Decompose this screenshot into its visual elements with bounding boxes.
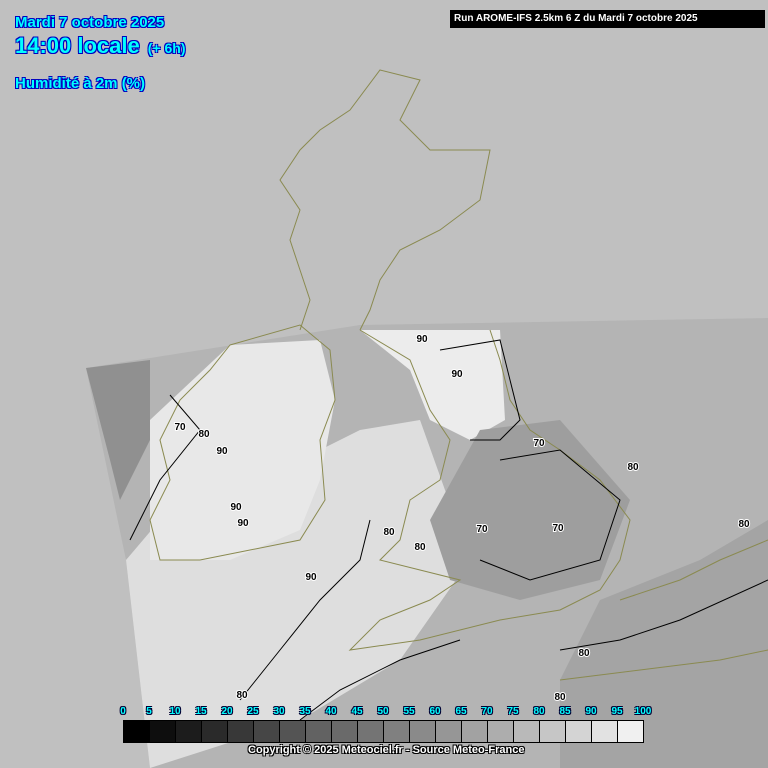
legend-swatch [202, 721, 228, 742]
contour-label: 90 [305, 572, 317, 583]
legend-swatch [410, 721, 436, 742]
legend-swatch [150, 721, 176, 742]
legend-swatch [384, 721, 410, 742]
ireland-humid-area [150, 340, 335, 560]
contour-label: 80 [198, 429, 210, 440]
contour-label: 80 [236, 690, 248, 701]
legend-swatch [592, 721, 618, 742]
legend-label: 90 [585, 706, 597, 717]
legend-label: 5 [146, 706, 152, 717]
legend-label: 55 [403, 706, 415, 717]
france-dry-area [560, 520, 768, 768]
legend-label: 50 [377, 706, 389, 717]
legend-label: 20 [221, 706, 233, 717]
scotland-humid-area [360, 330, 505, 440]
contour-label: 70 [174, 422, 186, 433]
legend-label: 15 [195, 706, 207, 717]
forecast-date: Mardi 7 octobre 2025 [15, 14, 165, 31]
parameter-title: Humidité à 2m (%) [15, 75, 146, 92]
legend-label: 30 [273, 706, 285, 717]
legend-swatch [566, 721, 592, 742]
legend-labels: 0 5 10 15 20 25 30 35 40 45 50 55 60 65 70 75 80 85 90 95 10… [110, 706, 670, 718]
contour-label: 90 [237, 518, 249, 529]
legend-swatch [488, 721, 514, 742]
legend-label: 75 [507, 706, 519, 717]
contour-label: 90 [416, 334, 428, 345]
legend-swatch [332, 721, 358, 742]
contour-label: 80 [627, 462, 639, 473]
contour-lines [129, 339, 768, 721]
legend-swatch [358, 721, 384, 742]
contour-label: 80 [738, 519, 750, 530]
contour-label: 90 [451, 369, 463, 380]
legend-label: 85 [559, 706, 571, 717]
contour-label: 80 [383, 527, 395, 538]
legend-swatch [618, 721, 643, 742]
legend-swatch [306, 721, 332, 742]
legend-swatch [228, 721, 254, 742]
legend-label: 100 [634, 706, 652, 717]
contour-label: 70 [533, 438, 545, 449]
legend-label: 95 [611, 706, 623, 717]
west-edge-dark [86, 360, 150, 500]
contour-label: 70 [476, 524, 488, 535]
legend-label: 80 [533, 706, 545, 717]
legend-label: 45 [351, 706, 363, 717]
forecast-time: 14:00 locale (+ 6h) [15, 33, 185, 59]
contour-label: 90 [230, 502, 242, 513]
forecast-offset: (+ 6h) [147, 40, 186, 56]
legend-label: 10 [169, 706, 181, 717]
legend-label: 40 [325, 706, 337, 717]
contour-label: 80 [554, 692, 566, 703]
contour-label: 80 [414, 542, 426, 553]
run-info-banner: Run AROME-IFS 2.5km 6 Z du Mardi 7 octob… [450, 10, 765, 28]
legend-swatch [514, 721, 540, 742]
legend-label: 35 [299, 706, 311, 717]
legend-label: 25 [247, 706, 259, 717]
legend-swatch [124, 721, 150, 742]
legend-swatch [176, 721, 202, 742]
legend-swatch [436, 721, 462, 742]
contour-label: 70 [552, 523, 564, 534]
legend-label: 60 [429, 706, 441, 717]
legend-colorbar [123, 720, 644, 743]
legend-swatch [254, 721, 280, 742]
legend-label: 65 [455, 706, 467, 717]
copyright: Copyright © 2025 Meteociel.fr - Source M… [248, 744, 525, 756]
legend-swatch [280, 721, 306, 742]
legend-label: 0 [120, 706, 126, 717]
forecast-time-value: 14:00 locale [15, 33, 140, 58]
legend-swatch [462, 721, 488, 742]
contour-label: 80 [578, 648, 590, 659]
legend-label: 70 [481, 706, 493, 717]
legend-swatch [540, 721, 566, 742]
contour-label: 90 [216, 446, 228, 457]
